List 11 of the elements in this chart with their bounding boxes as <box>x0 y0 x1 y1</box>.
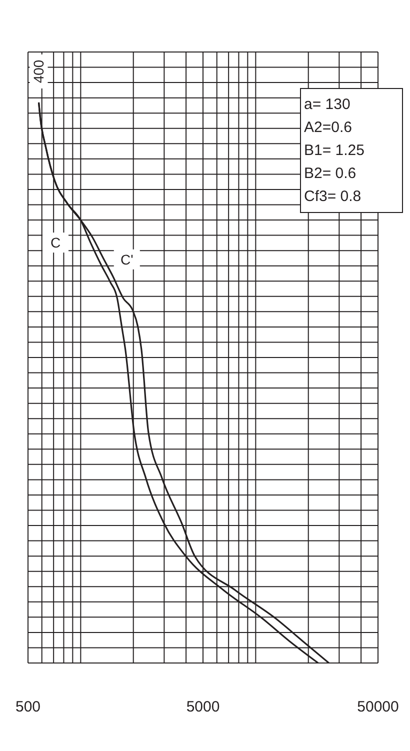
annotation: a= 130 <box>304 95 352 115</box>
series-label: C <box>50 234 61 251</box>
annotation: B1= 1.25 <box>304 141 366 161</box>
annotation: A2=0.6 <box>304 118 353 138</box>
series-label: C' <box>120 251 134 268</box>
x-tick-label: 50000 <box>357 698 399 716</box>
x-tick-label: 5000 <box>186 698 220 716</box>
x-tick-label: 500 <box>15 698 41 716</box>
annotation: 400 <box>30 60 47 84</box>
annotation: B2= 0.6 <box>304 164 358 184</box>
annotation: Cf3= 0.8 <box>304 187 362 207</box>
